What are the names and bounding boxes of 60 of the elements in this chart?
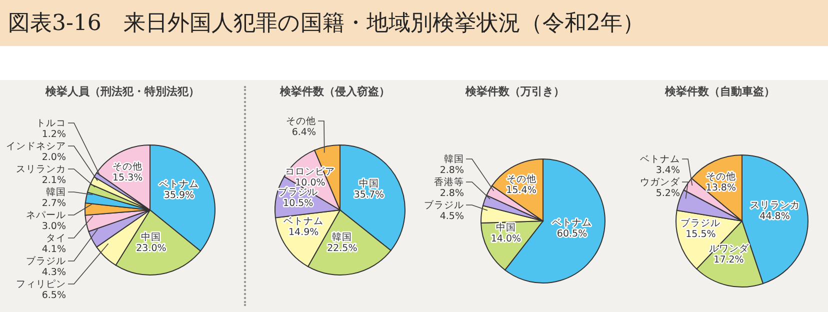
data-label: 13.8%	[706, 182, 736, 194]
data-label: 4.5%	[440, 211, 464, 222]
data-label: 15.5%	[686, 229, 716, 240]
chart-subtitle: 検挙件数（侵入窃盗）	[278, 84, 391, 99]
slice-label: ウガンダ	[640, 176, 681, 188]
data-label: 17.2%	[714, 254, 744, 266]
data-label: 3.0%	[42, 221, 66, 232]
slice-label: 韓国	[46, 186, 66, 198]
data-label: 4.1%	[42, 244, 66, 255]
slice-label: ベトナム	[284, 216, 324, 227]
slice-label: インドネシア	[6, 141, 66, 152]
slice-label: 中国	[141, 231, 162, 244]
slice-label: ベトナム	[640, 154, 680, 165]
slice-label: その他	[706, 170, 736, 182]
slice-label: 韓国	[332, 231, 352, 244]
data-label: 4.3%	[42, 267, 66, 278]
data-label: 6.5%	[42, 290, 66, 301]
data-label: 14.9%	[288, 226, 319, 238]
data-label: 5.2%	[656, 188, 680, 199]
data-label: 44.8%	[760, 210, 790, 222]
slice-label: 韓国	[444, 153, 464, 165]
chart-subtitle: 検挙人員（刑法犯・特別法犯）	[44, 84, 200, 99]
slice-label: ベトナム	[552, 218, 592, 229]
data-label: 2.1%	[42, 175, 66, 186]
slice-label: タイ	[46, 233, 66, 244]
data-label: 15.3%	[112, 172, 143, 184]
data-label: 1.2%	[42, 129, 66, 140]
slice-label: ネパール	[26, 210, 66, 221]
data-label: 15.4%	[506, 185, 536, 196]
data-label: 23.0%	[136, 243, 166, 254]
data-label: 2.0%	[42, 152, 66, 163]
data-label: 10.5%	[283, 198, 314, 210]
slice-label: その他	[112, 160, 143, 173]
text: 図表3-16 来日外国人犯罪の国籍・地域別検挙状況（令和2年）	[8, 10, 644, 38]
data-label: 2.8%	[440, 165, 464, 176]
slice-label: 香港等	[434, 176, 464, 188]
data-label: 2.8%	[440, 188, 464, 199]
slice-label: 中国	[496, 221, 516, 234]
slice-label: スリランカ	[16, 164, 66, 175]
slice-label: その他	[506, 173, 536, 186]
chart-subtitle: 検挙件数（万引き）	[464, 84, 566, 99]
slice-label: スリランカ	[750, 200, 800, 211]
slice-label: ブラジル	[680, 217, 721, 230]
data-label: 35.9%	[164, 190, 194, 201]
slice-label: フィリピン	[16, 279, 66, 290]
data-label: 22.5%	[327, 243, 358, 254]
data-label: 35.7%	[354, 190, 384, 201]
slice-label: トルコ	[36, 118, 66, 129]
data-label: 10.0%	[295, 178, 326, 189]
slice-label: ブラジル	[424, 199, 464, 211]
data-label: 3.4%	[656, 165, 680, 176]
data-label: 2.7%	[42, 198, 66, 209]
slice-label: ブラジル	[26, 255, 66, 267]
data-label: 60.5%	[556, 228, 588, 240]
data-label: 14.0%	[490, 233, 522, 244]
slice-label: その他	[286, 115, 316, 127]
chart-subtitle: 検挙件数（自動車盗）	[664, 84, 776, 99]
data-label: 6.4%	[292, 127, 316, 138]
slice-label: 中国	[358, 178, 379, 190]
slice-label: ベトナム	[159, 178, 200, 190]
